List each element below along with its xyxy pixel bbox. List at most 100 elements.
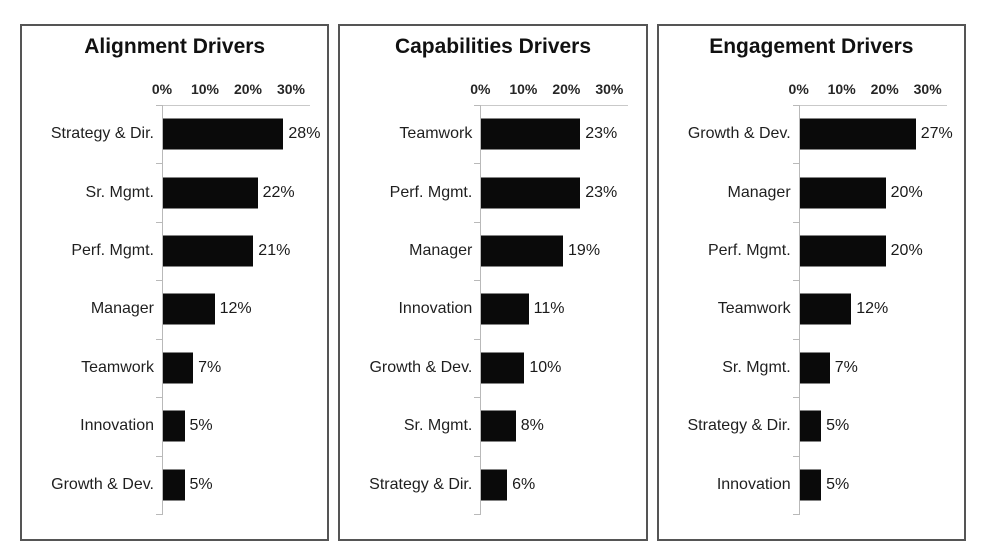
- category-axis-tick-mark: [156, 338, 163, 340]
- category-label: Teamwork: [81, 358, 154, 376]
- x-axis-tick-label: 10%: [827, 81, 856, 97]
- category-label: Perf. Mgmt.: [71, 242, 154, 260]
- bar-row: Teamwork 7%: [22, 339, 327, 397]
- top-grid-line: [156, 105, 310, 106]
- value-label: 22%: [262, 183, 295, 201]
- x-axis-tick-label: 0%: [470, 81, 491, 97]
- bar-row: Perf. Mgmt. 23%: [340, 163, 645, 221]
- category-label: Sr. Mgmt.: [722, 358, 791, 376]
- chart-title: Capabilities Drivers: [394, 35, 592, 58]
- bar: [163, 410, 185, 442]
- category-axis-tick-mark: [156, 280, 163, 282]
- x-axis-tick-label: 20%: [233, 81, 263, 97]
- bar: [799, 410, 822, 442]
- bar: [799, 235, 886, 267]
- category-label: Innovation: [80, 417, 154, 435]
- category-axis-tick-mark: [792, 397, 800, 399]
- category-label: Sr. Mgmt.: [403, 417, 473, 435]
- bar: [481, 352, 525, 384]
- plot-area: Teamwork 23% Perf. Mgmt. 23% Manager 19% Innov…: [340, 105, 645, 515]
- bar: [163, 469, 185, 501]
- bar-row: Manager 19%: [340, 222, 645, 280]
- value-label: 28%: [288, 125, 321, 143]
- bar: [481, 118, 581, 150]
- category-label: Strategy & Dir.: [50, 125, 154, 143]
- bar: [481, 293, 529, 325]
- category-axis-tick-mark: [156, 455, 163, 457]
- bar: [799, 469, 822, 501]
- category-label: Growth & Dev.: [369, 358, 473, 376]
- bar-row: Perf. Mgmt. 21%: [22, 222, 327, 280]
- bar-row: Sr. Mgmt. 8%: [340, 397, 645, 455]
- bar-row: Growth & Dev. 27%: [659, 105, 964, 163]
- category-label: Manager: [409, 242, 473, 260]
- x-axis-tick-label: 20%: [552, 81, 581, 97]
- bar: [481, 469, 508, 501]
- x-axis-tick-label: 30%: [276, 81, 306, 97]
- bar-row: Teamwork 12%: [659, 280, 964, 338]
- category-label: Manager: [90, 300, 154, 318]
- value-label: 8%: [520, 417, 544, 435]
- bar: [481, 410, 516, 442]
- bar-row: Growth & Dev. 10%: [340, 339, 645, 397]
- category-label: Innovation: [398, 300, 473, 318]
- category-axis-tick-mark: [474, 105, 482, 106]
- value-label: 5%: [189, 417, 213, 435]
- top-grid-line: [792, 105, 947, 106]
- category-label: Innovation: [716, 475, 791, 493]
- category-label: Teamwork: [399, 125, 473, 143]
- category-axis-tick-mark: [474, 514, 482, 515]
- value-label: 19%: [568, 242, 601, 260]
- x-axis-tick-label: 30%: [595, 81, 624, 97]
- bar: [799, 293, 852, 325]
- category-axis-tick-mark: [474, 455, 482, 457]
- bar-row: Innovation 5%: [659, 456, 964, 514]
- value-label: 20%: [890, 242, 923, 260]
- category-axis-tick-mark: [156, 221, 163, 223]
- bar-row: Innovation 5%: [22, 397, 327, 455]
- bar-row: Manager 20%: [659, 163, 964, 221]
- category-axis-tick-mark: [792, 338, 800, 340]
- bar-row: Sr. Mgmt. 22%: [22, 163, 327, 221]
- value-label: 5%: [826, 475, 850, 493]
- category-axis-tick-mark: [474, 338, 482, 340]
- category-label: Strategy & Dir.: [687, 417, 791, 435]
- x-axis-tick-label: 0%: [788, 81, 809, 97]
- top-grid-line: [474, 105, 629, 106]
- bar: [799, 352, 830, 384]
- category-axis-tick-mark: [792, 163, 800, 165]
- category-axis-line: [480, 105, 482, 514]
- chart-title: Engagement Drivers: [709, 35, 914, 58]
- chart-panel-alignment-drivers: Alignment Drivers 0% 10% 20% 30% Strategy &…: [20, 24, 330, 541]
- bar: [163, 177, 258, 209]
- category-label: Perf. Mgmt.: [707, 242, 791, 260]
- x-axis-tick-label: 10%: [190, 81, 220, 97]
- bar-row: Teamwork 23%: [340, 105, 645, 163]
- bar-row: Perf. Mgmt. 20%: [659, 222, 964, 280]
- value-label: 23%: [585, 125, 618, 143]
- bar: [799, 177, 886, 209]
- category-axis-tick-mark: [156, 105, 163, 106]
- x-axis-tick-labels: 0% 10% 20% 30%: [22, 79, 327, 105]
- value-label: 5%: [189, 475, 213, 493]
- bar: [163, 118, 284, 150]
- bar: [163, 293, 215, 325]
- bar-row: Growth & Dev. 5%: [22, 456, 327, 514]
- chart-panel-engagement-drivers: Engagement Drivers 0% 10% 20% 30% Growth & …: [656, 24, 966, 541]
- category-label: Strategy & Dir.: [369, 475, 473, 493]
- value-label: 12%: [856, 300, 889, 318]
- category-axis-tick-mark: [792, 280, 800, 282]
- category-axis-tick-mark: [474, 397, 482, 399]
- bar: [163, 235, 254, 267]
- value-label: 11%: [533, 300, 565, 318]
- bar: [481, 235, 564, 267]
- category-label: Sr. Mgmt.: [85, 183, 154, 201]
- bar: [481, 177, 581, 209]
- chart-panel-capabilities-drivers: Capabilities Drivers 0% 10% 20% 30% Teamwor…: [338, 24, 648, 541]
- x-axis-tick-label: 30%: [913, 81, 942, 97]
- category-axis-line: [798, 105, 800, 514]
- x-axis-tick-label: 10%: [509, 81, 538, 97]
- category-axis-tick-mark: [156, 163, 163, 165]
- value-label: 7%: [834, 358, 858, 376]
